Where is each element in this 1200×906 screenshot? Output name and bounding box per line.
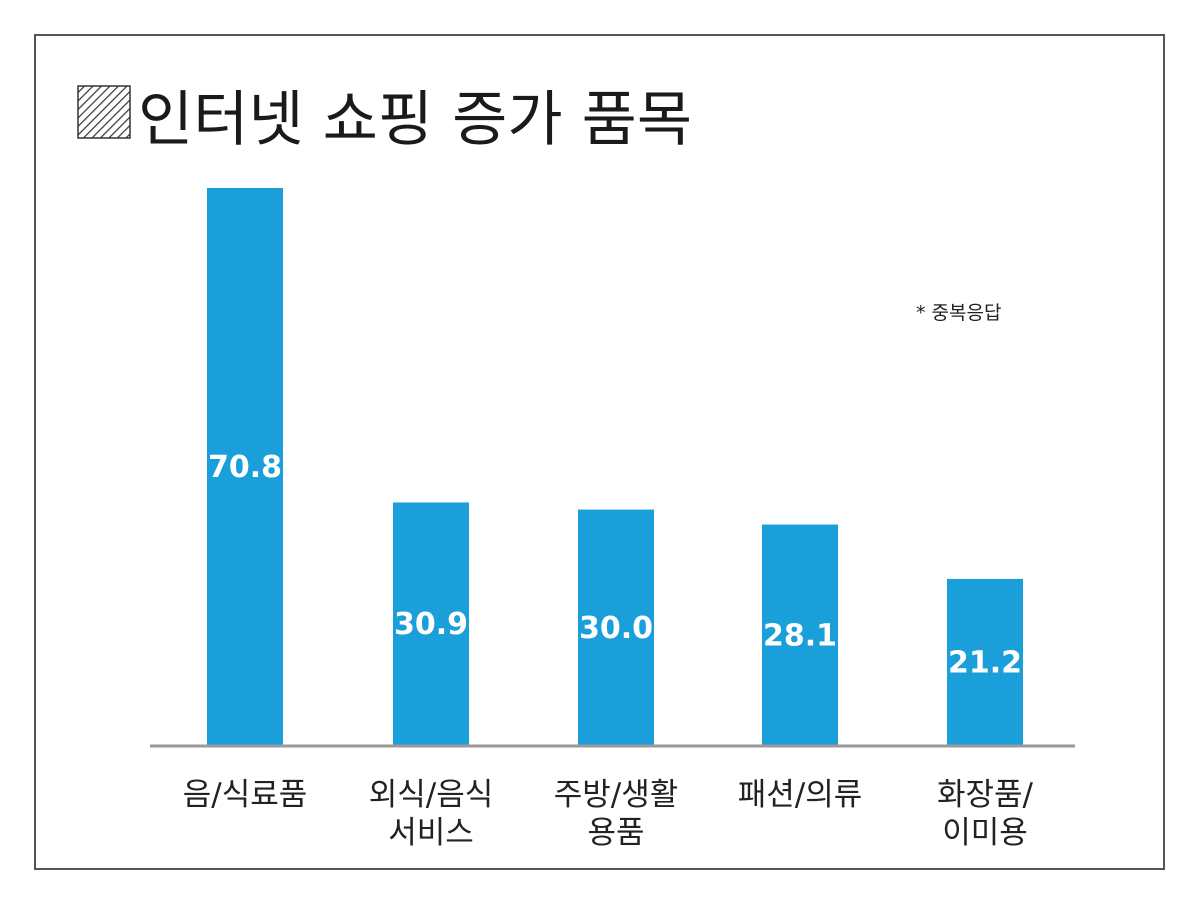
category-label-4-line-1: 패션/의류: [738, 777, 863, 813]
value-label-3: 30.0: [579, 611, 653, 646]
bars-group: 70.8 30.9 30.0 28.1 21.2: [207, 188, 1023, 746]
bar-3: [578, 509, 654, 746]
chart-title: 인터넷 쇼핑 증가 품목: [138, 85, 692, 155]
category-label-2-line-2: 서비스: [388, 815, 474, 851]
category-label-5-line-1: 화장품/: [937, 777, 1034, 813]
category-label-1-line-1: 음/식료품: [183, 777, 308, 813]
bar-4: [762, 524, 838, 746]
title-hatch-icon: [77, 85, 131, 139]
category-label-5-line-2: 이미용: [942, 815, 1028, 851]
value-label-4: 28.1: [763, 618, 837, 653]
bar-1: [207, 188, 283, 746]
bar-5: [947, 578, 1023, 746]
value-label-5: 21.2: [948, 645, 1022, 680]
category-label-3-line-2: 용품: [587, 815, 644, 851]
value-label-1: 70.8: [208, 450, 282, 485]
value-label-2: 30.9: [394, 607, 468, 642]
category-label-3-line-1: 주방/생활: [554, 777, 679, 813]
chart-note: * 중복응답: [916, 302, 1001, 324]
bar-2: [393, 502, 469, 746]
category-label-2-line-1: 외식/음식: [369, 777, 494, 813]
